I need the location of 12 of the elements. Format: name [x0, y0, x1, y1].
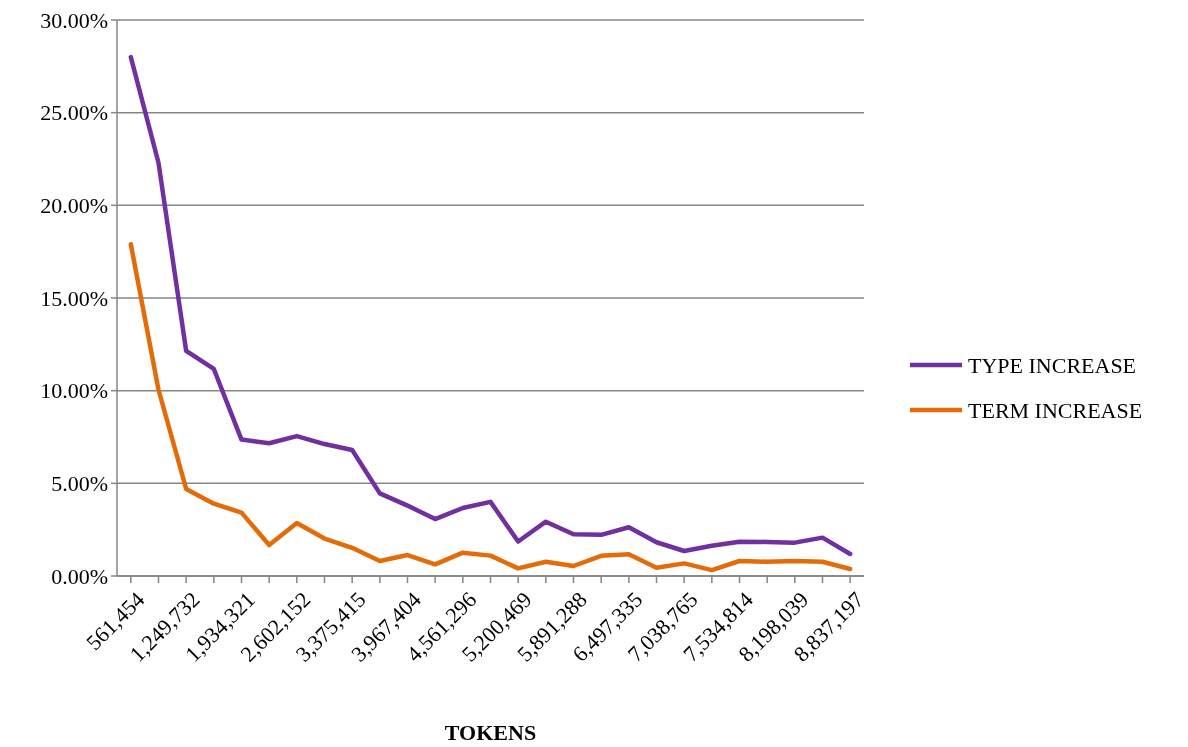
y-tick-label: 20.00%	[40, 193, 108, 219]
x-axis-title: TOKENS	[444, 720, 537, 745]
legend-label: TERM INCREASE	[968, 397, 1143, 423]
y-tick-label: 0.00%	[51, 563, 108, 589]
y-tick-label: 5.00%	[51, 471, 108, 497]
y-tick-label: 30.00%	[40, 7, 108, 33]
line-series	[128, 242, 853, 573]
line-series	[128, 54, 853, 557]
y-tick-label: 25.00%	[40, 100, 108, 126]
y-tick-label: 10.00%	[40, 378, 108, 404]
legend-label: TYPE INCREASE	[968, 352, 1137, 378]
y-tick-label: 15.00%	[40, 285, 108, 311]
